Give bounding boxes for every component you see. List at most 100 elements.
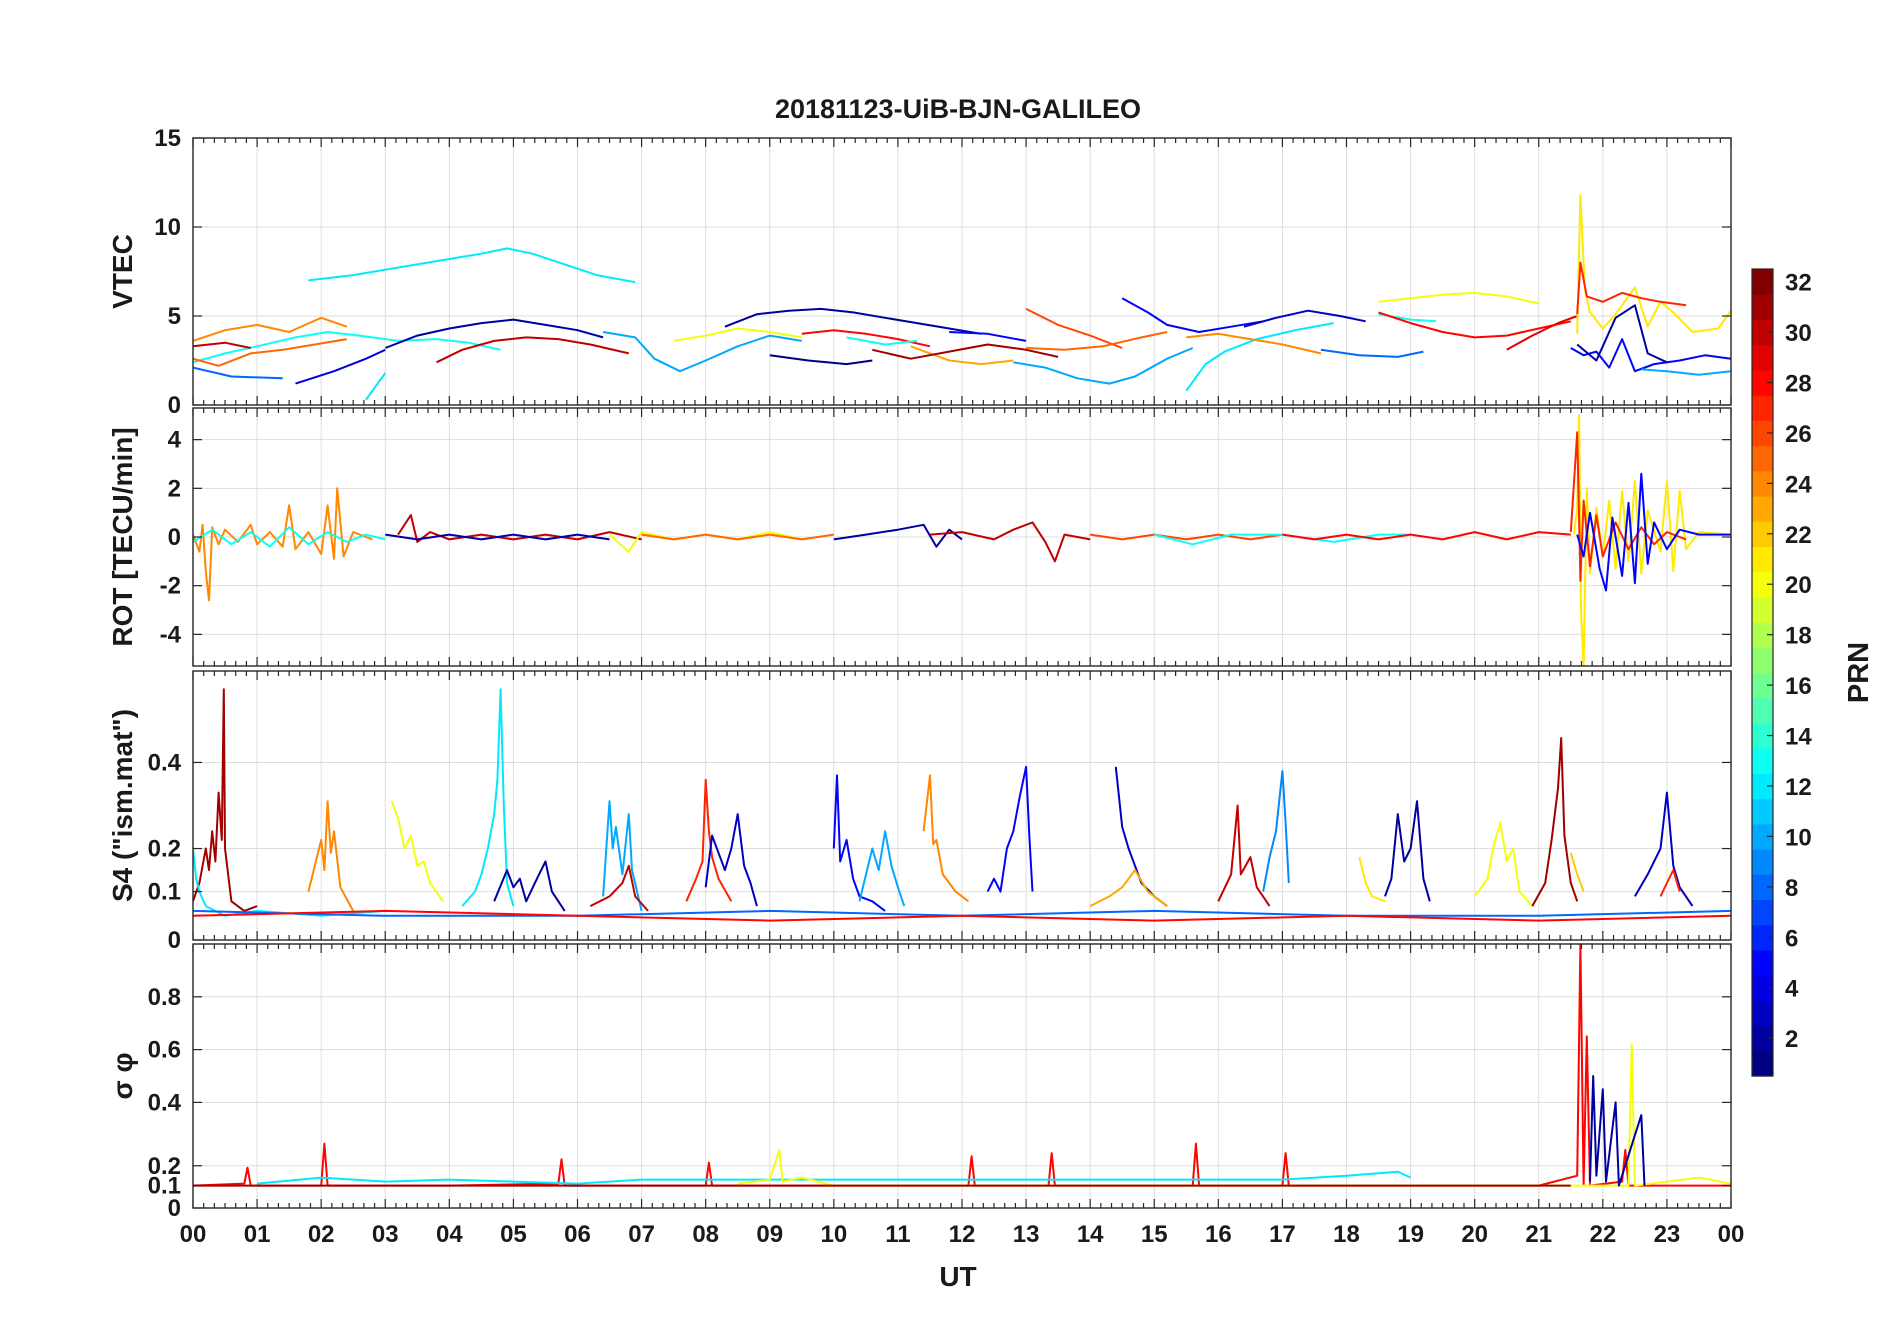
series-line-prn-13	[193, 331, 501, 364]
colorbar-swatch	[1752, 975, 1773, 1001]
y-tick-label: 0	[168, 1195, 181, 1222]
series-line-prn-27	[685, 778, 733, 902]
series-line-prn-2	[1384, 800, 1431, 902]
series-line-prn-10	[1013, 347, 1194, 385]
colorbar-swatch	[1752, 647, 1773, 674]
y-tick-label: 0	[168, 927, 181, 954]
colorbar-tick-label: 20	[1785, 572, 1812, 599]
series-line-prn-29	[1506, 315, 1578, 351]
series-line-prn-27	[1569, 431, 1687, 582]
colorbar-tick-label: 28	[1785, 370, 1812, 397]
x-tick-label: 03	[372, 1221, 399, 1248]
series-line-prn-24	[307, 800, 355, 912]
colorbar-swatch	[1752, 798, 1773, 825]
series-line-prn-24	[193, 316, 348, 342]
series-line-prn-3	[1634, 791, 1694, 907]
panel-2: -4 -2 0 2 4 ROT [TECU/min]	[107, 407, 1732, 667]
x-tick-label: 06	[564, 1221, 591, 1248]
colorbar-swatch	[1752, 319, 1773, 346]
series-line-prn-5	[949, 331, 1027, 342]
colorbar-tick-label: 4	[1785, 976, 1799, 1003]
y-tick-label: 2	[168, 475, 181, 502]
series-line-prn-9	[1262, 770, 1290, 892]
series-line-prn-2	[833, 523, 963, 548]
colorbar-tick-label: 10	[1785, 824, 1812, 851]
x-tick-label: 11	[885, 1221, 910, 1248]
series-line-prn-24	[1186, 332, 1322, 355]
y-tick-label: 4	[168, 427, 182, 454]
colorbar-frame	[1751, 268, 1774, 1077]
series-line-prn-3	[704, 813, 758, 907]
y-tick-label: 0.8	[148, 984, 181, 1011]
colorbar-swatch	[1752, 722, 1773, 749]
x-tick-label: 02	[308, 1221, 335, 1248]
colorbar-tick-label: 30	[1785, 320, 1812, 347]
series-line-prn-12	[308, 247, 636, 284]
series-line-prn-3	[1243, 309, 1366, 328]
chart-title: 20181123-UiB-BJN-GALILEO	[775, 94, 1141, 124]
series-line-prn-30	[1217, 804, 1271, 907]
series-line-prn-23	[910, 345, 1014, 366]
series-line-prn-20	[1378, 291, 1540, 305]
colorbar-swatch	[1752, 697, 1773, 724]
series-line-prn-28	[193, 909, 1731, 922]
colorbar-tick-label: 8	[1785, 875, 1798, 902]
colorbar-swatch	[1752, 773, 1773, 800]
x-tick-label: 23	[1654, 1221, 1681, 1248]
colorbar-swatch	[1752, 344, 1773, 371]
series-line-prn-27	[1659, 869, 1681, 897]
x-tick-label: 20	[1461, 1221, 1488, 1248]
series-line-prn-5	[1121, 297, 1264, 333]
colorbar-tick-label: 2	[1785, 1026, 1798, 1053]
colorbar-label: PRN	[1843, 642, 1875, 703]
y-tick-label: 0.2	[148, 1153, 181, 1180]
series-line-prn-5	[1570, 338, 1731, 373]
series-line-prn-31	[1531, 737, 1579, 907]
series-line-prn-2	[1589, 1075, 1646, 1187]
colorbar-swatch	[1752, 369, 1773, 396]
series-line-prn-22	[1569, 852, 1585, 892]
x-tick-label: 19	[1397, 1221, 1424, 1248]
colorbar-tick-label: 32	[1785, 270, 1812, 297]
series-line-prn-25	[1026, 331, 1168, 351]
series-line-prn-31	[193, 688, 258, 912]
series-line-prn-24	[922, 774, 970, 903]
series-line-prn-12	[1185, 322, 1334, 392]
x-tick-label: 07	[628, 1221, 655, 1248]
x-tick-label: 10	[820, 1221, 847, 1248]
colorbar-tick-label: 16	[1785, 673, 1812, 700]
x-tick-label: 15	[1141, 1221, 1168, 1248]
colorbar-swatch	[1752, 294, 1773, 321]
x-tick-label: 18	[1333, 1221, 1360, 1248]
series-line-prn-12	[257, 1170, 1412, 1185]
colorbar-swatch	[1752, 823, 1773, 850]
panel-series	[193, 688, 1731, 922]
series-line-prn-28	[1378, 311, 1572, 339]
series-line-prn-5	[986, 765, 1034, 893]
y-tick-label: 0.4	[148, 749, 182, 776]
x-tick-label: 05	[500, 1221, 527, 1248]
colorbar-swatch	[1752, 622, 1773, 648]
colorbar-swatch	[1752, 672, 1773, 699]
series-line-prn-2	[1576, 304, 1668, 364]
series-line-prn-20	[673, 327, 802, 342]
colorbar-swatch	[1752, 874, 1773, 901]
series-line-prn-25	[641, 533, 834, 541]
y-axis-label: S4 ("ism.mat")	[107, 709, 138, 902]
series-line-prn-4	[295, 348, 386, 385]
colorbar-tick-label: 18	[1785, 623, 1812, 650]
series-line-prn-8	[193, 366, 283, 380]
colorbar-swatch	[1752, 420, 1773, 447]
series-line-prn-20	[390, 800, 444, 902]
colorbar-swatch	[1752, 949, 1773, 976]
series-line-prn-10	[1641, 368, 1731, 376]
y-tick-label: -4	[160, 621, 182, 648]
x-tick-label: 13	[1013, 1221, 1040, 1248]
colorbar-swatch	[1752, 596, 1773, 623]
panel-3: 0 0.1 0.2 0.4 S4 ("ism.mat")	[107, 670, 1732, 954]
colorbar-swatch	[1752, 395, 1773, 421]
y-tick-label: 0.4	[148, 1089, 182, 1116]
